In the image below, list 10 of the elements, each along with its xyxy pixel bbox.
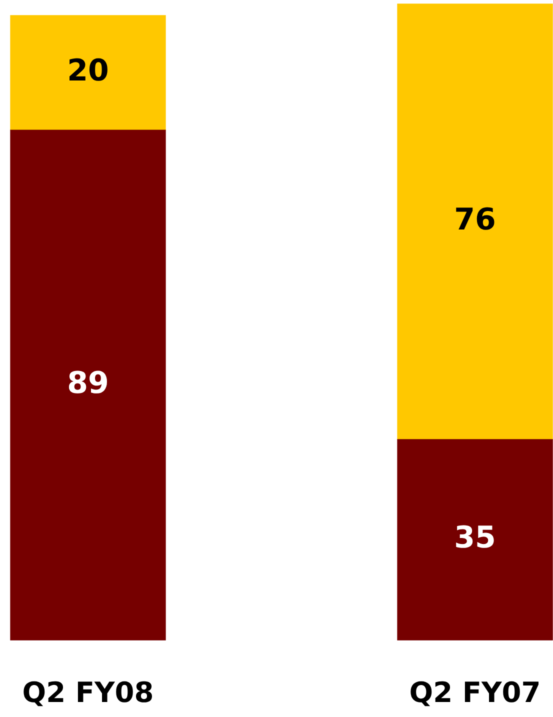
- bar: [397, 4, 553, 440]
- bar: [10, 15, 166, 130]
- data-label: 35: [454, 520, 496, 556]
- bar: [10, 130, 166, 640]
- bar: [397, 439, 553, 640]
- data-label: 20: [67, 54, 109, 89]
- x-tick-label: Q2 FY08: [22, 676, 154, 710]
- x-tick-label: Q2 FY07: [409, 676, 541, 710]
- data-label: 89: [67, 366, 109, 401]
- data-label: 76: [454, 202, 496, 238]
